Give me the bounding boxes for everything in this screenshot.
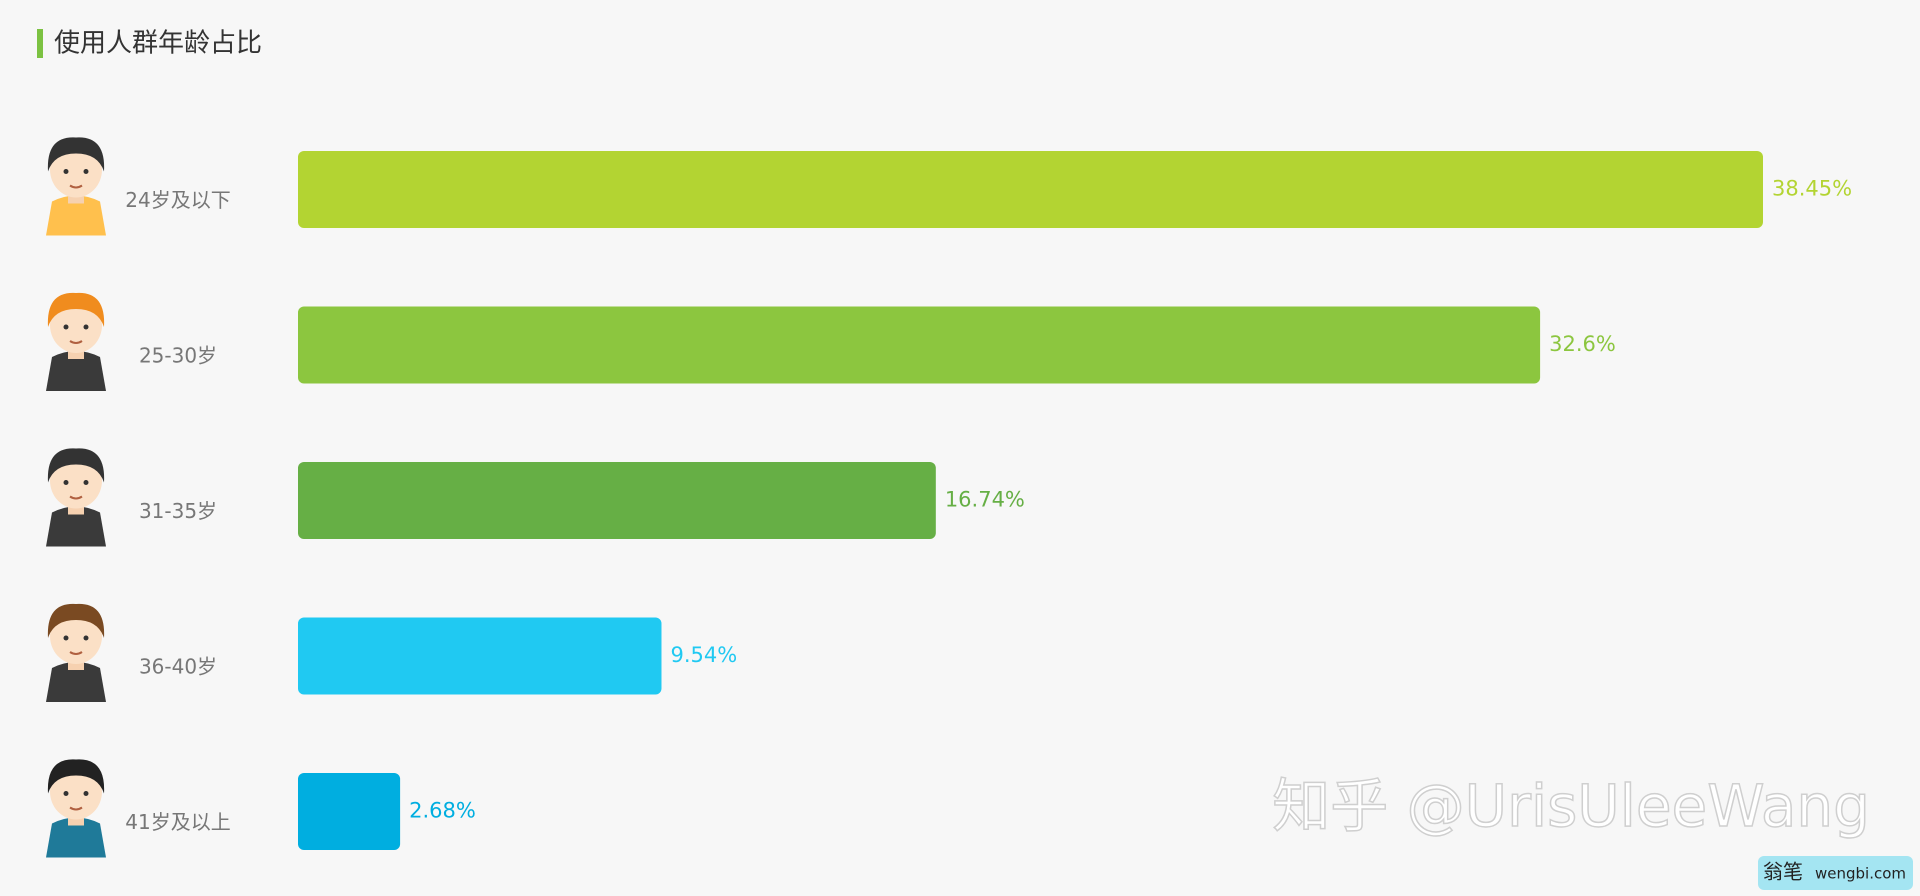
avatar-icon <box>46 292 106 391</box>
bar <box>298 462 936 539</box>
category-label: 41岁及以上 <box>125 810 230 834</box>
avatar-hair <box>47 759 105 794</box>
value-label: 2.68% <box>409 799 476 823</box>
avatar-body <box>46 662 106 702</box>
avatar-icon <box>46 137 106 236</box>
avatar-body <box>46 351 106 391</box>
category-label: 25-30岁 <box>139 344 217 368</box>
bar <box>298 617 662 695</box>
avatar-mouth <box>69 495 83 500</box>
bar <box>298 306 1541 384</box>
logo-badge <box>1758 856 1913 890</box>
value-label: 16.74% <box>945 488 1025 512</box>
avatar-mouth <box>69 340 83 344</box>
watermark: 知乎 @UrisUleeWang <box>1272 772 1870 840</box>
avatar-mouth <box>69 806 83 811</box>
bar <box>298 773 401 850</box>
avatar-mouth <box>69 184 83 189</box>
avatar-icon <box>46 603 106 702</box>
avatar-body <box>46 195 106 236</box>
chart-title: 使用人群年龄占比 <box>54 29 262 59</box>
value-label: 32.6% <box>1549 332 1616 356</box>
avatar-icon <box>46 759 106 858</box>
avatar-eye <box>83 324 89 330</box>
avatar-hair <box>47 448 105 483</box>
avatar-icon <box>46 448 106 547</box>
logo-site: wengbi.com <box>1815 865 1906 883</box>
avatar-eye <box>63 480 69 485</box>
category-label: 31-35岁 <box>139 499 217 523</box>
avatar-eye <box>83 169 89 174</box>
logo-text: 翁笔 <box>1763 860 1803 884</box>
category-label: 36-40岁 <box>139 655 217 679</box>
avatar-hair <box>47 137 105 172</box>
bar <box>298 151 1763 228</box>
avatar-hair <box>47 292 105 327</box>
avatar-hair <box>47 603 105 638</box>
avatar-eye <box>63 635 69 641</box>
avatar-mouth <box>69 651 83 655</box>
avatar-eye <box>83 791 89 796</box>
title-marker <box>37 29 43 58</box>
avatar-body <box>46 817 106 858</box>
avatar-eye <box>83 480 89 485</box>
avatar-body <box>46 506 106 547</box>
avatar-eye <box>63 791 69 796</box>
avatar-eye <box>63 169 69 174</box>
avatar-eye <box>83 635 89 641</box>
avatar-eye <box>63 324 69 330</box>
value-label: 38.45% <box>1772 177 1852 201</box>
category-label: 24岁及以下 <box>125 188 230 212</box>
value-label: 9.54% <box>670 643 737 667</box>
